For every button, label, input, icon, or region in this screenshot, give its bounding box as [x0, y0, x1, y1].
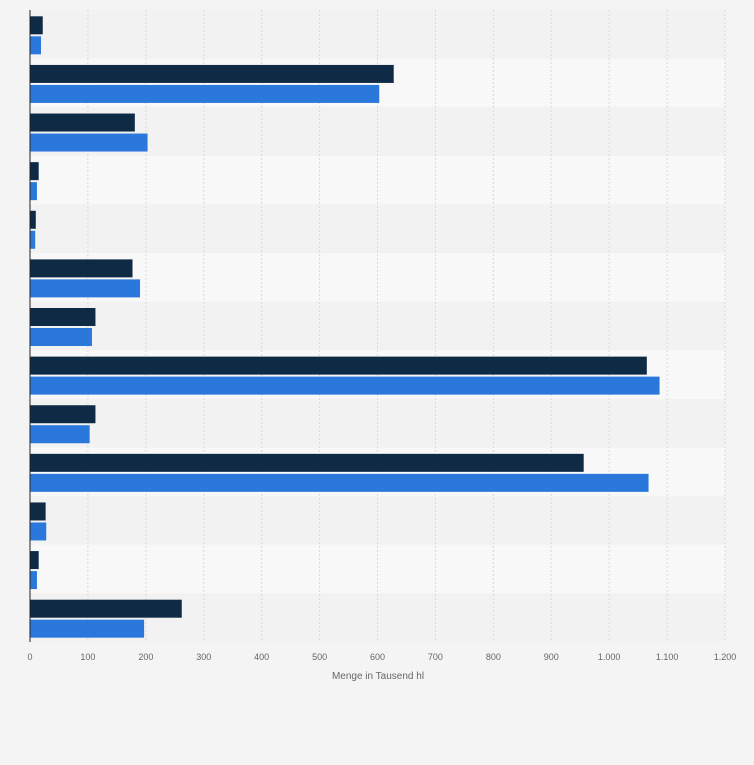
x-tick-label: 0	[27, 652, 32, 662]
bar-series1	[30, 113, 135, 132]
row-band	[30, 496, 725, 545]
x-tick-label: 1.200	[714, 652, 737, 662]
x-tick-label: 400	[254, 652, 269, 662]
x-tick-label: 700	[428, 652, 443, 662]
row-band	[30, 253, 725, 302]
bar-series2	[30, 36, 42, 55]
x-tick-label: 100	[80, 652, 95, 662]
x-tick-label: 800	[486, 652, 501, 662]
bar-series1	[30, 405, 96, 424]
x-tick-label: 1.100	[656, 652, 679, 662]
bar-series2	[30, 230, 36, 249]
x-tick-label: 900	[544, 652, 559, 662]
bar-series1	[30, 259, 133, 278]
bar-series1	[30, 502, 46, 521]
bar-series2	[30, 328, 92, 346]
bar-series2	[30, 279, 141, 298]
bar-series1	[30, 356, 647, 375]
x-tick-label: 600	[370, 652, 385, 662]
bar-series1	[30, 210, 36, 229]
x-tick-label: 500	[312, 652, 327, 662]
bar-series2	[30, 522, 47, 541]
bars	[30, 16, 660, 638]
x-tick-label: 1.000	[598, 652, 621, 662]
row-band	[30, 544, 725, 594]
bar-series1	[30, 16, 43, 35]
bar-series1	[30, 453, 584, 472]
bar-series1	[30, 308, 96, 326]
bar-series2	[30, 84, 380, 103]
x-tick-label: 200	[138, 652, 153, 662]
bar-series1	[30, 551, 39, 570]
bar-series2	[30, 571, 37, 590]
bar-series2	[30, 473, 649, 492]
bar-series2	[30, 182, 37, 201]
x-tick-label: 300	[196, 652, 211, 662]
bar-series1	[30, 162, 39, 181]
bar-series2	[30, 619, 145, 638]
x-axis-label: Menge in Tausend hl	[332, 671, 424, 682]
bar-series1	[30, 64, 394, 83]
bar-series2	[30, 376, 660, 395]
x-tick-labels: 0 100 200 300 400 500 600 700 800 900 1.000 1.100 1.…	[27, 652, 736, 662]
bar-series1	[30, 599, 182, 618]
bar-series2	[30, 425, 90, 444]
bar-series2	[30, 133, 148, 152]
row-band	[30, 204, 725, 254]
